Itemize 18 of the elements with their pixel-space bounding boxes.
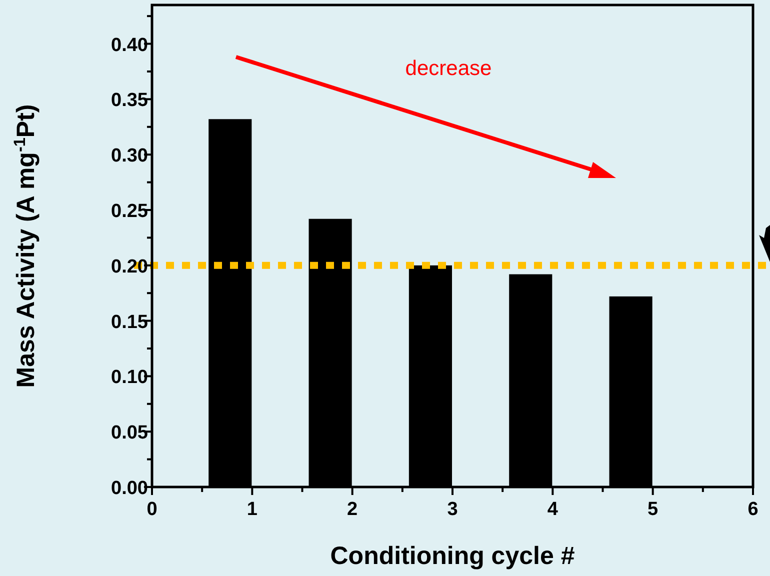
x-tick-label: 1: [246, 499, 258, 520]
x-axis-title: Conditioning cycle #: [330, 542, 575, 570]
x-tick-label: 2: [347, 499, 358, 520]
annotation: decrease: [405, 56, 492, 80]
y-tick-label: 0.25: [111, 200, 148, 222]
x-tick-label: 3: [447, 499, 458, 520]
x-tick-label: 0: [146, 499, 158, 520]
x-tick-label: 5: [648, 499, 659, 520]
y-tick-label: 0.10: [111, 367, 148, 388]
y-tick-label: 0.40: [111, 34, 148, 56]
y-tick-label: 0.15: [111, 312, 148, 333]
y-tick-label: 0.35: [111, 90, 148, 112]
y-tick-label: 0.30: [111, 146, 148, 167]
x-tick-label: 4: [547, 499, 558, 520]
y-tick-label: 0.00: [111, 478, 148, 499]
x-tick-label: 6: [748, 499, 758, 520]
y-tick-label: 0.05: [111, 422, 148, 444]
y-tick-label: 0.20: [111, 256, 148, 278]
